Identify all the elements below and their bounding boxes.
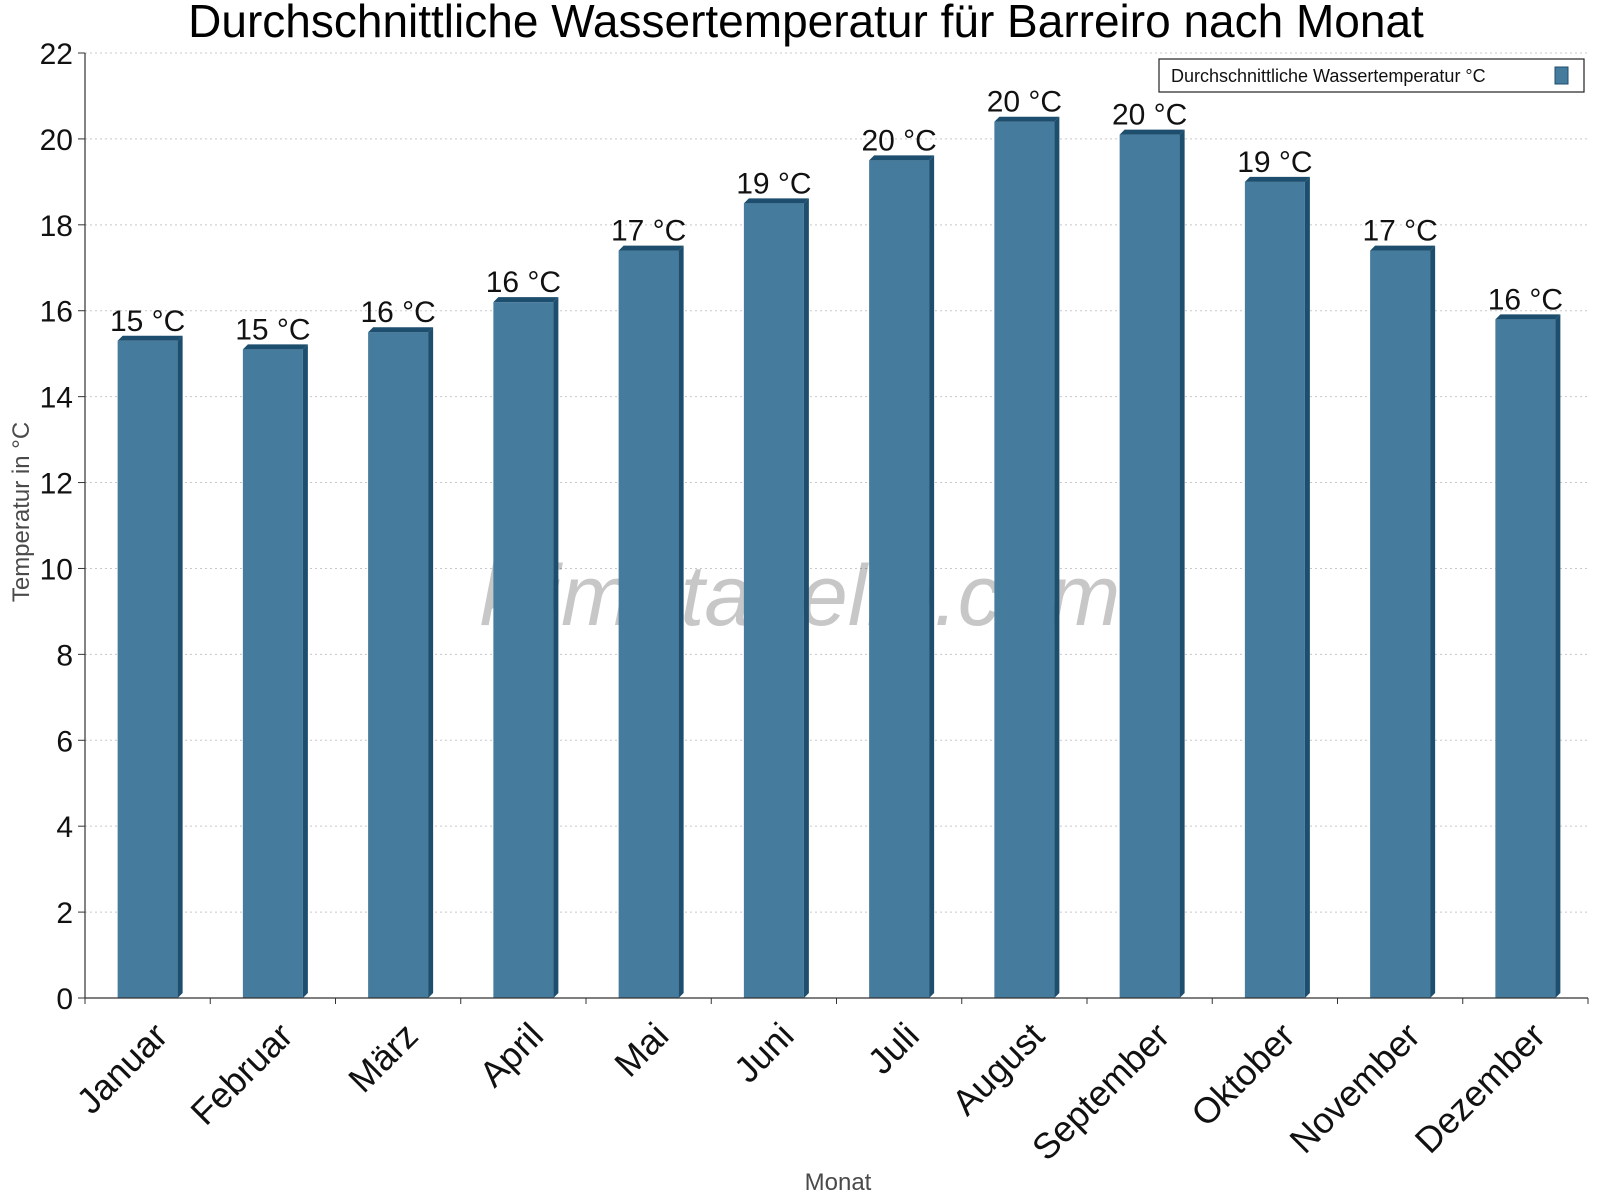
y-axis-title: Temperatur in °C [8, 422, 35, 602]
y-tick-label: 10 [40, 553, 73, 586]
y-tick-label: 18 [40, 210, 73, 243]
bar [618, 250, 679, 998]
bars [117, 116, 1561, 999]
y-tick-label: 14 [40, 382, 73, 415]
bar-top [1244, 176, 1310, 182]
bar-side [1304, 176, 1310, 998]
y-tick-label: 20 [40, 124, 73, 157]
bar [994, 121, 1055, 998]
y-tick-label: 12 [40, 468, 73, 501]
bar-side [1430, 245, 1436, 998]
data-label: 16 °C [486, 266, 561, 299]
bar [1119, 134, 1180, 998]
chart-title: Durchschnittliche Wassertemperatur für B… [188, 0, 1424, 47]
data-labels: 15 °C 15 °C 16 °C 16 °C 17 °C 19 °C 20 °C 20 °C… [110, 86, 1563, 347]
x-tick-label: April [471, 1015, 551, 1095]
x-tick-label: Juli [860, 1015, 927, 1082]
x-axis-title: Monat [805, 1169, 872, 1196]
data-label: 15 °C [110, 305, 185, 338]
bar-side [1555, 314, 1561, 998]
bar-top [1495, 314, 1561, 320]
bar [1244, 181, 1305, 998]
bar-side [428, 327, 434, 998]
bar [1370, 250, 1431, 998]
y-tick-label: 6 [56, 725, 73, 758]
x-tick-label: August [944, 1015, 1052, 1123]
x-tick-label: März [340, 1015, 426, 1101]
data-label: 16 °C [360, 296, 435, 329]
x-tick-label: Mai [606, 1015, 676, 1085]
x-tick-label: Oktober [1183, 1015, 1303, 1135]
bar [743, 203, 804, 998]
x-tick-label: Dezember [1407, 1015, 1553, 1161]
data-label: 19 °C [736, 167, 811, 200]
grid-lines [85, 52, 1588, 913]
axes [78, 52, 1589, 1004]
bar-top [242, 344, 308, 350]
bar-side [177, 335, 183, 999]
bar-side [678, 245, 684, 998]
data-label: 20 °C [1112, 99, 1187, 132]
y-tick-label: 8 [56, 639, 73, 672]
bar-side [803, 198, 809, 998]
bar [242, 349, 303, 998]
legend: Durchschnittliche Wassertemperatur °C [1158, 58, 1585, 93]
x-tick-label: Juni [726, 1015, 802, 1091]
bar-top [1370, 245, 1436, 251]
y-tick-labels: 0 2 4 6 8 10 12 14 16 18 20 22 [40, 38, 73, 1016]
bar-top [743, 198, 809, 204]
bar-top [994, 116, 1060, 122]
y-tick-label: 4 [56, 811, 73, 844]
legend-label: Durchschnittliche Wassertemperatur °C [1171, 66, 1486, 86]
data-label: 15 °C [235, 313, 310, 346]
data-label: 20 °C [987, 86, 1062, 119]
data-label: 17 °C [1362, 215, 1437, 248]
bar [1495, 319, 1556, 998]
bar-side [929, 155, 935, 999]
legend-swatch [1554, 66, 1569, 85]
data-label: 16 °C [1488, 283, 1563, 316]
legend-box [1158, 58, 1585, 93]
bar-top [493, 297, 559, 303]
data-label: 17 °C [611, 215, 686, 248]
bar [493, 302, 554, 998]
bar-top [117, 335, 183, 341]
y-tick-label: 2 [56, 897, 73, 930]
x-tick-label: November [1281, 1015, 1427, 1161]
y-tick-label: 0 [56, 983, 73, 1016]
bar [368, 332, 429, 998]
x-tick-label: Januar [68, 1015, 175, 1122]
bar-side [302, 344, 308, 998]
y-tick-label: 22 [40, 38, 73, 71]
bar-top [869, 155, 935, 161]
bar [117, 340, 178, 999]
bar-side [1054, 116, 1060, 998]
bar-top [1119, 129, 1185, 135]
x-tick-label: Februar [182, 1015, 300, 1133]
bar-side [553, 297, 559, 998]
x-tick-label: September [1024, 1015, 1178, 1169]
y-tick-label: 16 [40, 296, 73, 329]
data-label: 19 °C [1237, 146, 1312, 179]
bar-top [368, 327, 434, 333]
x-tick-labels: Januar Februar März April Mai Juni Juli AugustS… [68, 1015, 1553, 1169]
bar [869, 160, 930, 999]
bar-side [1179, 129, 1185, 998]
bar-top [618, 245, 684, 251]
data-label: 20 °C [861, 124, 936, 157]
